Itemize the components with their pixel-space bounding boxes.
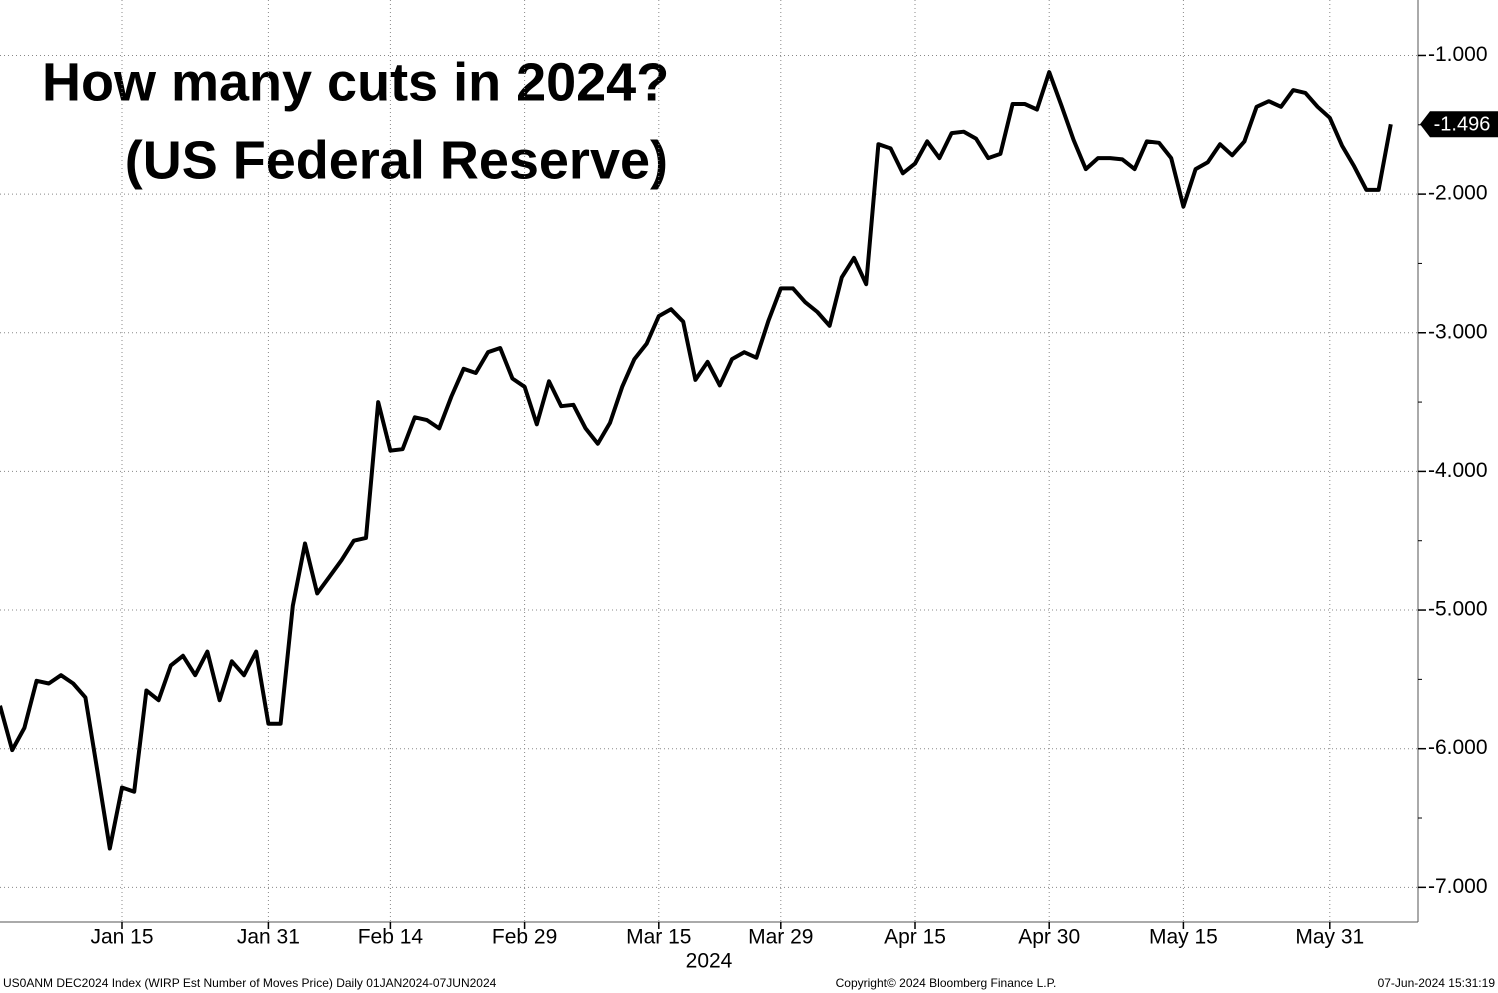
x-tick-label: Apr 30 xyxy=(1018,926,1080,949)
footer-center: Copyright© 2024 Bloomberg Finance L.P. xyxy=(836,976,1057,990)
x-tick-label: May 31 xyxy=(1295,926,1364,949)
x-tick-label: Feb 14 xyxy=(358,926,424,949)
y-tick-label: -7.000 xyxy=(1428,875,1488,898)
x-tick-label: Mar 15 xyxy=(626,926,691,949)
x-tick-label: Jan 15 xyxy=(90,926,153,949)
y-tick-label: -3.000 xyxy=(1428,320,1488,343)
x-tick-label: Jan 31 xyxy=(237,926,300,949)
y-tick-label: -1.000 xyxy=(1428,43,1488,66)
x-tick-label: Apr 15 xyxy=(884,926,946,949)
x-tick-label: Feb 29 xyxy=(492,926,557,949)
data-line xyxy=(0,70,1393,851)
last-value-box xyxy=(1420,111,1498,138)
footer-right: 07-Jun-2024 15:31:19 xyxy=(1378,976,1496,990)
y-tick-label: -5.000 xyxy=(1428,598,1488,621)
footer-left: US0ANM DEC2024 Index (WIRP Est Number of… xyxy=(3,976,497,990)
y-tick-label: -2.000 xyxy=(1428,182,1488,205)
y-tick-label: -6.000 xyxy=(1428,736,1488,759)
last-value-label: -1.496 xyxy=(1434,114,1491,136)
y-tick-label: -4.000 xyxy=(1428,459,1488,482)
x-tick-label: May 15 xyxy=(1149,926,1218,949)
x-axis-label: 2024 xyxy=(686,950,733,973)
x-tick-label: Mar 29 xyxy=(748,926,813,949)
chart-title: How many cuts in 2024? xyxy=(42,52,669,112)
chart-subtitle: (US Federal Reserve) xyxy=(125,130,668,190)
